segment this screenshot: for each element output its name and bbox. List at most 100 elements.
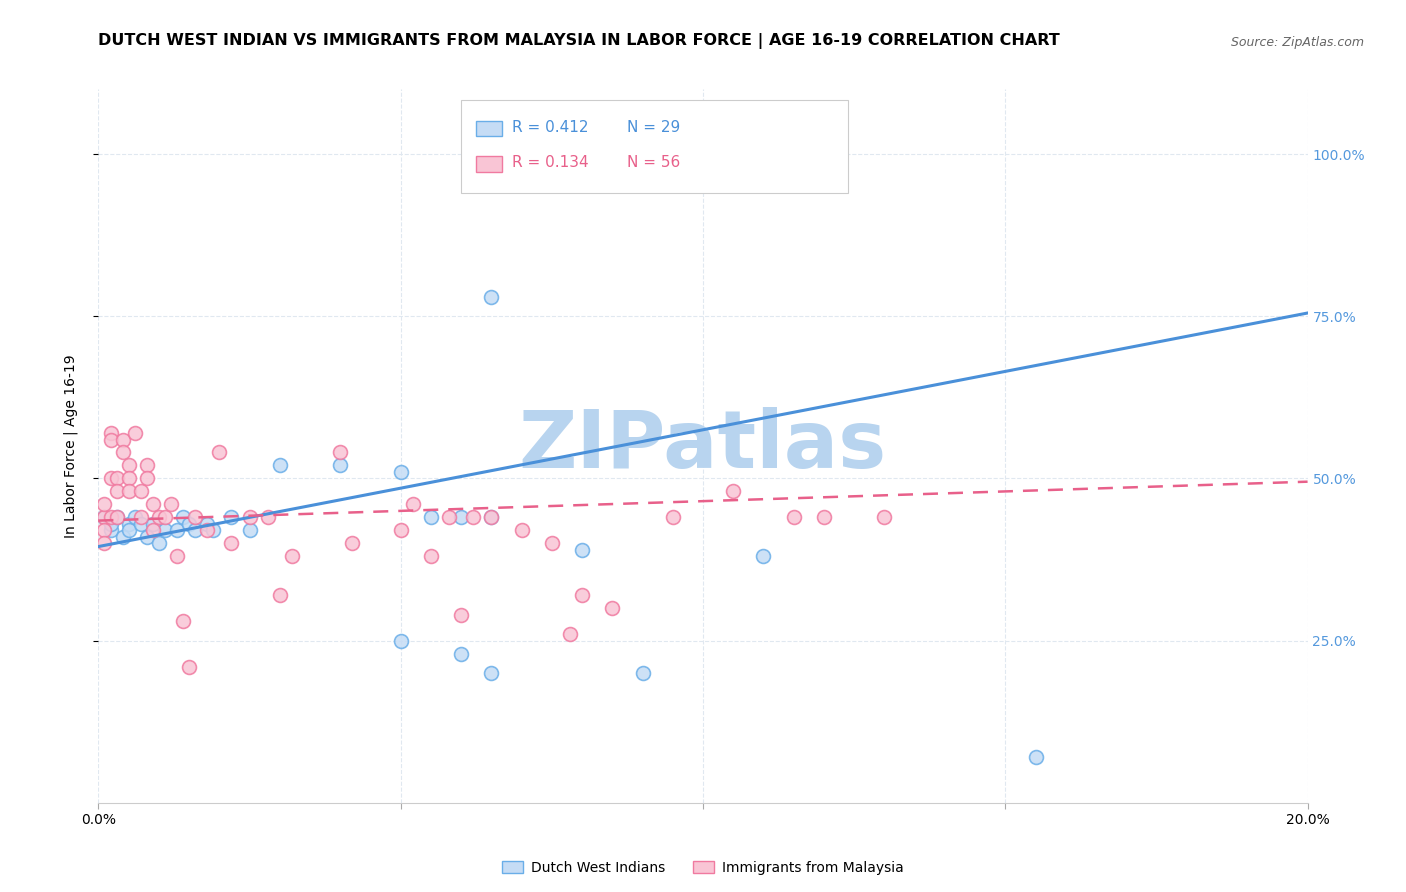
Point <box>510 524 533 538</box>
Point <box>105 484 128 499</box>
Point <box>463 510 485 524</box>
Point <box>602 601 624 615</box>
Point <box>602 147 624 161</box>
Point <box>783 510 806 524</box>
Point <box>105 510 128 524</box>
Point <box>93 497 115 511</box>
Point <box>571 588 593 602</box>
Text: R = 0.412: R = 0.412 <box>512 120 589 135</box>
Point <box>93 510 115 524</box>
Point <box>118 458 141 473</box>
Point <box>752 147 775 161</box>
Point <box>389 465 412 479</box>
Point <box>723 484 745 499</box>
Text: DUTCH WEST INDIAN VS IMMIGRANTS FROM MALAYSIA IN LABOR FORCE | AGE 16-19 CORRELA: DUTCH WEST INDIAN VS IMMIGRANTS FROM MAL… <box>98 33 1060 49</box>
Point <box>135 458 157 473</box>
Point <box>111 445 134 459</box>
Point <box>571 542 593 557</box>
Point <box>153 524 176 538</box>
Point <box>142 497 165 511</box>
Point <box>148 536 170 550</box>
Point <box>450 647 472 661</box>
Point <box>752 549 775 564</box>
Point <box>93 510 115 524</box>
Text: N = 29: N = 29 <box>627 120 681 135</box>
Point <box>118 524 141 538</box>
Point <box>239 524 262 538</box>
Point <box>184 524 207 538</box>
Point <box>135 471 157 485</box>
Y-axis label: In Labor Force | Age 16-19: In Labor Force | Age 16-19 <box>63 354 77 538</box>
Point <box>118 484 141 499</box>
Text: N = 56: N = 56 <box>627 155 681 170</box>
Point <box>129 516 152 531</box>
Point <box>329 445 352 459</box>
Point <box>420 549 443 564</box>
Point <box>129 510 152 524</box>
Point <box>195 524 218 538</box>
Point <box>148 510 170 524</box>
Point <box>100 516 122 531</box>
Point <box>558 627 581 641</box>
Point <box>100 510 122 524</box>
Point <box>100 471 122 485</box>
Point <box>420 510 443 524</box>
Point <box>221 510 243 524</box>
Point <box>195 516 218 531</box>
Point <box>239 510 262 524</box>
Text: ZIPatlas: ZIPatlas <box>519 407 887 485</box>
Point <box>202 524 225 538</box>
Text: R = 0.134: R = 0.134 <box>512 155 589 170</box>
Point <box>172 510 194 524</box>
Point <box>450 510 472 524</box>
Point <box>172 614 194 628</box>
Point <box>129 484 152 499</box>
Point <box>142 524 165 538</box>
Point <box>100 433 122 447</box>
Point <box>160 497 183 511</box>
Point <box>166 549 188 564</box>
Point <box>389 524 412 538</box>
Point <box>342 536 364 550</box>
Point <box>481 290 503 304</box>
Point <box>813 510 835 524</box>
FancyBboxPatch shape <box>475 120 502 136</box>
Point <box>437 510 460 524</box>
Point <box>124 510 146 524</box>
Text: Source: ZipAtlas.com: Source: ZipAtlas.com <box>1230 36 1364 49</box>
Point <box>135 530 157 544</box>
Point <box>93 536 115 550</box>
Point <box>100 524 122 538</box>
Point <box>118 471 141 485</box>
Point <box>166 524 188 538</box>
Point <box>105 471 128 485</box>
Point <box>631 666 654 681</box>
Point <box>329 458 352 473</box>
Point <box>540 536 562 550</box>
Point <box>481 666 503 681</box>
Point <box>184 510 207 524</box>
Point <box>111 433 134 447</box>
Point <box>111 530 134 544</box>
Point <box>481 510 503 524</box>
Point <box>221 536 243 550</box>
Point <box>142 516 165 531</box>
FancyBboxPatch shape <box>475 156 502 172</box>
Point <box>402 497 425 511</box>
Point <box>873 510 896 524</box>
Point <box>1024 750 1046 764</box>
Point <box>179 516 201 531</box>
Point <box>269 458 291 473</box>
Point <box>389 633 412 648</box>
Legend: Dutch West Indians, Immigrants from Malaysia: Dutch West Indians, Immigrants from Mala… <box>495 854 911 881</box>
Point <box>256 510 278 524</box>
Point <box>118 516 141 531</box>
Point <box>281 549 304 564</box>
Point <box>153 510 176 524</box>
Point <box>105 510 128 524</box>
Point <box>100 425 122 440</box>
Point <box>93 524 115 538</box>
FancyBboxPatch shape <box>461 100 848 193</box>
Point <box>662 510 685 524</box>
Point <box>124 425 146 440</box>
